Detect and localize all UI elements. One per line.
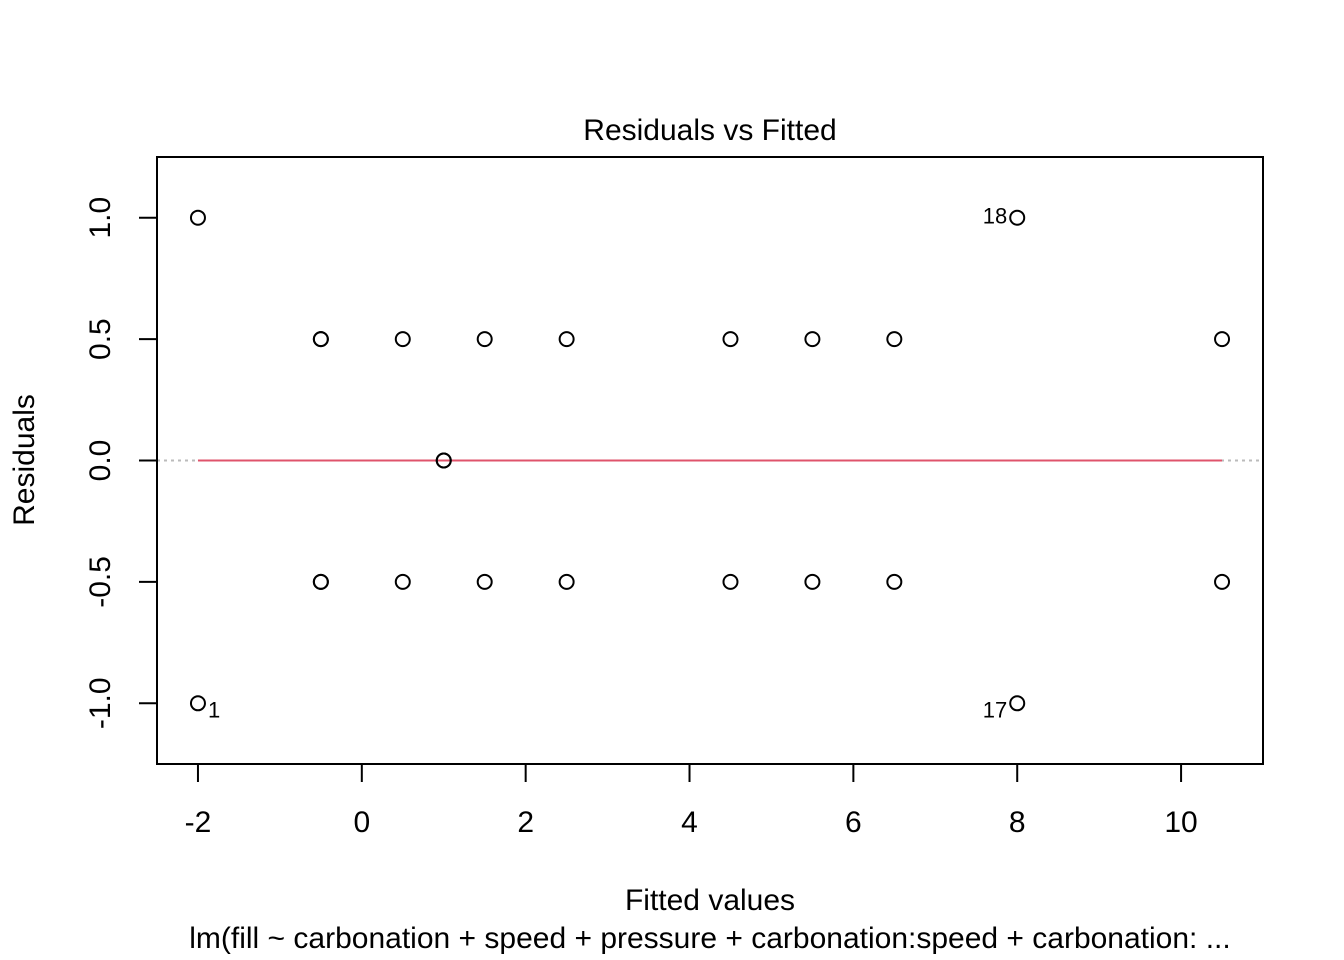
- data-point: [558, 331, 575, 348]
- data-point: [722, 331, 739, 348]
- data-point: [435, 452, 452, 469]
- x-tick-label: -2: [185, 806, 212, 839]
- y-tick-label: 0.5: [84, 318, 117, 360]
- data-point: [886, 573, 903, 590]
- data-point: [1009, 695, 1026, 712]
- chart-subtitle: lm(fill ~ carbonation + speed + pressure…: [189, 922, 1230, 955]
- data-point: [1214, 331, 1231, 348]
- y-axis: -1.0 -0.5 0.0 0.5 1.0: [84, 197, 158, 729]
- data-point: [312, 331, 329, 348]
- data-point: [394, 331, 411, 348]
- data-point: [476, 331, 493, 348]
- data-point: [312, 573, 329, 590]
- data-point: [804, 331, 821, 348]
- data-point: [189, 695, 206, 712]
- point-label: 17: [983, 697, 1007, 722]
- data-point: [804, 573, 821, 590]
- data-point: [722, 573, 739, 590]
- plot-area: 1 18 17: [157, 204, 1263, 722]
- y-axis-label: Residuals: [8, 394, 41, 526]
- x-tick-label: 4: [681, 806, 698, 839]
- y-tick-label: 0.0: [84, 440, 117, 482]
- y-tick-label: 1.0: [84, 197, 117, 239]
- data-point: [558, 573, 575, 590]
- data-point: [1214, 573, 1231, 590]
- x-tick-label: 0: [353, 806, 370, 839]
- y-tick-label: -1.0: [84, 677, 117, 729]
- x-tick-label: 2: [517, 806, 534, 839]
- data-point: [189, 209, 206, 226]
- data-point: [476, 573, 493, 590]
- x-axis-label: Fitted values: [625, 884, 795, 917]
- x-axis: -2 0 2 4 6 8 10: [185, 763, 1198, 839]
- chart-title: Residuals vs Fitted: [583, 114, 836, 147]
- data-point: [394, 573, 411, 590]
- x-tick-label: 10: [1164, 806, 1197, 839]
- data-point: [886, 331, 903, 348]
- point-label: 1: [208, 697, 220, 722]
- data-point: [1009, 209, 1026, 226]
- x-tick-label: 6: [845, 806, 862, 839]
- point-label: 18: [983, 204, 1007, 229]
- y-tick-label: -0.5: [84, 556, 117, 608]
- x-tick-label: 8: [1009, 806, 1026, 839]
